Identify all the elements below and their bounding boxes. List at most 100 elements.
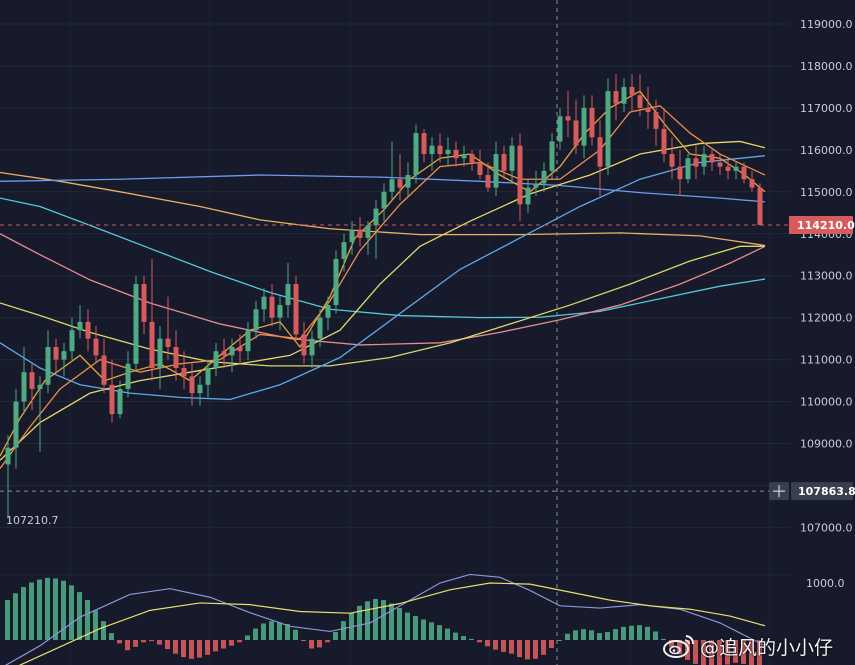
macd-bar — [517, 640, 522, 658]
macd-bar — [357, 605, 362, 640]
macd-bar — [485, 640, 490, 647]
ma-line-ma60 — [0, 245, 765, 367]
candle-body — [669, 154, 675, 167]
macd-bar — [709, 640, 714, 665]
candle-body — [197, 384, 203, 394]
macd-bar — [501, 640, 506, 652]
macd-bar — [93, 610, 98, 640]
macd-bar — [589, 630, 594, 640]
candle-body — [373, 208, 379, 226]
macd-bar — [293, 629, 298, 640]
macd-bar — [245, 635, 250, 640]
candle-body — [661, 128, 667, 155]
ma-line-ma200 — [0, 197, 766, 319]
macd-bar — [533, 640, 538, 659]
candle-body — [589, 107, 595, 138]
macd-bar — [557, 640, 562, 641]
macd-bar — [365, 601, 370, 640]
macd-bar — [405, 612, 410, 640]
candle-body — [573, 120, 579, 146]
candle-body — [229, 347, 235, 356]
macd-bar — [85, 600, 90, 640]
candle-body — [325, 305, 331, 318]
macd-bar — [565, 633, 570, 640]
macd-bar — [341, 621, 346, 640]
macd-bar — [661, 638, 666, 640]
candle-body — [421, 133, 427, 155]
candle-body — [213, 351, 219, 368]
candle-body — [477, 162, 483, 176]
macd-line-dea — [18, 582, 766, 665]
y-tick-label: 109000.0 — [800, 438, 853, 451]
macd-bar — [229, 640, 234, 646]
y-tick-label: 111000.0 — [800, 354, 853, 367]
macd-bar — [149, 640, 154, 642]
macd-bar — [645, 626, 650, 640]
candle-body — [453, 149, 459, 159]
candle-body — [341, 242, 347, 259]
candle-body — [517, 145, 523, 205]
candle-body — [85, 321, 91, 339]
candle-body — [629, 86, 635, 96]
candle-body — [413, 133, 419, 176]
candle-body — [381, 191, 387, 209]
macd-bar — [445, 628, 450, 640]
candle-body — [109, 384, 115, 415]
macd-bar — [117, 640, 122, 644]
macd-bar — [541, 640, 546, 655]
candle-body — [237, 347, 243, 352]
candle-body — [725, 166, 731, 171]
macd-bar — [237, 640, 242, 643]
chart-overlays: 107210.7 — [0, 0, 790, 665]
candle-body — [749, 179, 755, 188]
macd-bar — [581, 629, 586, 640]
macd-bar — [205, 640, 210, 655]
macd-bar — [629, 625, 634, 640]
candle-body — [13, 401, 19, 448]
macd-bar — [125, 640, 130, 651]
candle-body — [37, 384, 43, 389]
candle-body — [741, 166, 747, 180]
candle-body — [293, 284, 299, 335]
y-tick-label: 117000.0 — [800, 102, 853, 115]
macd-bar — [269, 621, 274, 640]
macd-bar — [157, 640, 162, 645]
candle-body — [189, 376, 195, 394]
candle-body — [45, 347, 51, 385]
macd-bar — [493, 640, 498, 650]
candle-body — [493, 154, 499, 188]
candle-body — [469, 154, 475, 163]
macd-bar — [637, 625, 642, 640]
macd-bar — [549, 640, 554, 648]
macd-bar — [733, 640, 738, 663]
macd-bar — [213, 640, 218, 652]
candle-body — [245, 330, 251, 352]
candle-body — [117, 388, 123, 415]
macd-bar — [61, 580, 66, 640]
candle-body — [261, 296, 267, 310]
candle-body — [733, 166, 739, 171]
candle-body — [397, 179, 403, 188]
macd-bar — [325, 640, 330, 643]
macd-bar — [677, 640, 682, 655]
candle-body — [285, 284, 291, 306]
candle-body — [277, 305, 283, 318]
candle-body — [93, 338, 99, 356]
candle-body — [597, 137, 603, 167]
candle-body — [365, 225, 371, 238]
macd-bar — [253, 628, 258, 640]
candle-body — [509, 145, 515, 171]
candle-body — [269, 296, 275, 318]
macd-bar — [717, 640, 722, 665]
macd-bar — [69, 585, 74, 640]
macd-bar — [301, 640, 306, 642]
moving-average-lines — [0, 90, 766, 470]
candle-body — [557, 116, 563, 142]
macd-bar — [309, 640, 314, 649]
candle-body — [405, 175, 411, 188]
macd-bar — [461, 636, 466, 640]
candle-body — [133, 284, 139, 364]
candle-body — [69, 330, 75, 352]
macd-panel — [4, 573, 766, 665]
